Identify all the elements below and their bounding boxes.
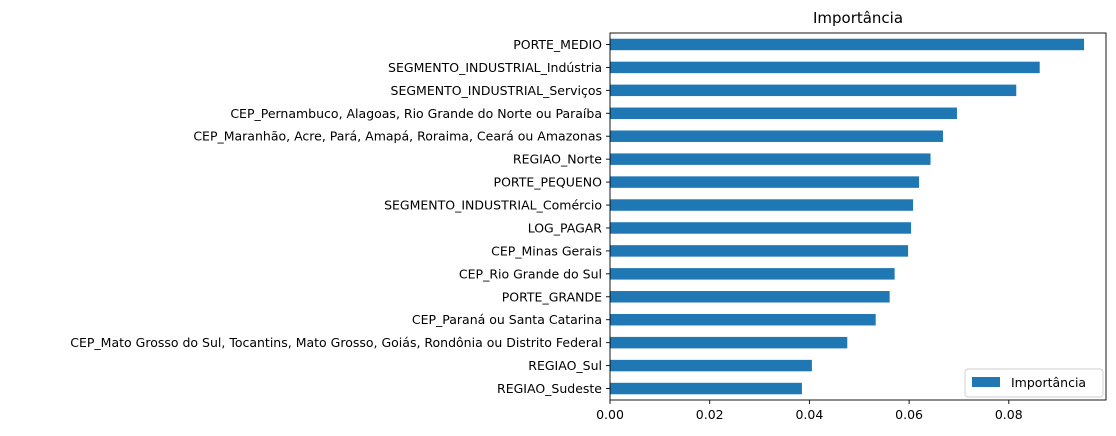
bar [610, 199, 914, 211]
x-axis-ticks: 0.00 0.02 0.04 0.06 0.08 [596, 400, 1023, 422]
y-tick-label: REGIAO_Norte [513, 152, 602, 167]
legend-box [964, 368, 1104, 398]
y-tick-label: PORTE_PEQUENO [494, 175, 603, 190]
y-tick-label: CEP_Pernambuco, Alagoas, Rio Grande do N… [230, 106, 602, 121]
bar [610, 130, 943, 142]
bar [610, 291, 890, 303]
legend-swatch [972, 377, 1000, 387]
bar [610, 222, 912, 234]
y-axis-ticks: PORTE_MEDIO SEGMENTO_INDUSTRIAL_Indústria… [70, 37, 610, 396]
x-tick-label: 0.02 [696, 407, 724, 422]
bar [610, 61, 1040, 74]
y-tick-label: REGIAO_Sul [528, 358, 602, 373]
y-tick-label: CEP_Rio Grande do Sul [459, 266, 602, 281]
bar [610, 268, 895, 280]
x-tick-label: 0.04 [795, 407, 823, 422]
y-tick-label: CEP_Paraná ou Santa Catarina [412, 312, 602, 327]
plot-frame [609, 32, 1107, 401]
y-tick-label: CEP_Minas Gerais [491, 243, 602, 258]
y-tick-label: CEP_Maranhão, Acre, Pará, Amapá, Roraima… [193, 129, 602, 144]
bar [610, 359, 812, 372]
bar [610, 176, 920, 188]
bar [610, 84, 1017, 97]
y-tick-label: REGIAO_Sudeste [497, 381, 602, 396]
y-tick-label: SEGMENTO_INDUSTRIAL_Serviços [391, 83, 602, 98]
bars-group [610, 38, 1085, 395]
y-tick-label: CEP_Mato Grosso do Sul, Tocantins, Mato … [70, 335, 602, 350]
x-tick-label: 0.08 [995, 407, 1023, 422]
y-tick-label: SEGMENTO_INDUSTRIAL_Comércio [384, 198, 602, 213]
bar [610, 336, 848, 349]
legend: Importância [964, 368, 1104, 398]
bar [610, 38, 1085, 51]
bar [610, 107, 957, 120]
bar [610, 245, 909, 257]
bar [610, 153, 931, 165]
y-tick-label: LOG_PAGAR [528, 220, 603, 235]
y-tick-label: PORTE_MEDIO [513, 37, 602, 52]
chart-title: Importância [813, 9, 903, 27]
legend-label: Importância [1011, 375, 1086, 390]
y-tick-label: PORTE_GRANDE [502, 289, 602, 304]
bar [610, 313, 876, 326]
bar [610, 382, 802, 395]
x-tick-label: 0.06 [895, 407, 923, 422]
y-tick-label: SEGMENTO_INDUSTRIAL_Indústria [388, 60, 602, 75]
x-tick-label: 0.00 [596, 407, 624, 422]
